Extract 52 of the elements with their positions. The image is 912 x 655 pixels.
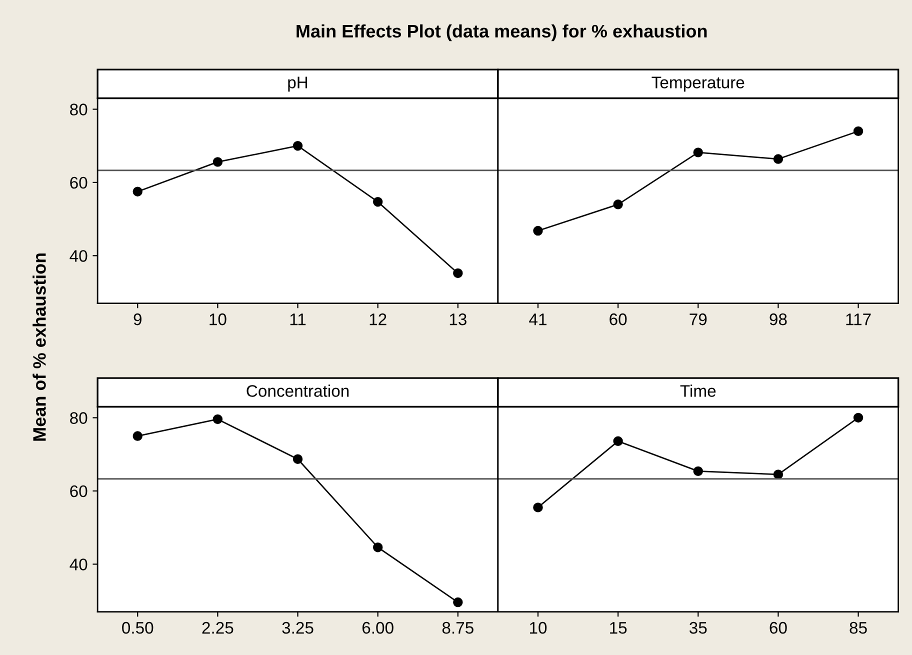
point xyxy=(132,186,142,196)
x-tick-label: 60 xyxy=(770,622,787,634)
x-tick-label: 60 xyxy=(610,313,627,326)
x-tick-label: 11 xyxy=(290,314,306,326)
y-tick-label: 40 xyxy=(70,250,88,262)
point xyxy=(533,502,543,512)
y-tick-label: 80 xyxy=(70,412,88,424)
chart-title: Temperature xyxy=(652,76,744,92)
x-tick-label: 3.25 xyxy=(282,622,314,634)
point xyxy=(292,454,303,464)
point xyxy=(533,226,543,236)
point xyxy=(372,196,383,207)
point xyxy=(212,157,223,167)
y-tick-label: 60 xyxy=(70,485,88,498)
point xyxy=(453,597,463,608)
point xyxy=(773,154,784,164)
chart-title: Concentration xyxy=(246,384,349,397)
x-tick-label: 9 xyxy=(134,313,142,326)
point xyxy=(292,140,303,151)
point xyxy=(613,200,623,210)
y-tick-label: 60 xyxy=(70,176,88,189)
point xyxy=(853,126,864,136)
text: Main Effects Plot (data means) for % exhaustion xyxy=(296,24,707,42)
x-tick-label: 35 xyxy=(690,622,707,634)
x-tick-label: 10 xyxy=(210,313,226,326)
x-tick-label: 41 xyxy=(529,314,546,326)
x-tick-label: 15 xyxy=(610,622,627,634)
point xyxy=(693,466,703,476)
point xyxy=(372,542,383,552)
x-tick-label: 12 xyxy=(370,313,386,326)
x-tick-label: 0.50 xyxy=(122,622,154,634)
x-tick-label: 79 xyxy=(690,313,707,326)
x-tick-label: 98 xyxy=(770,313,787,326)
x-tick-label: 6.00 xyxy=(362,622,394,634)
x-tick-label: 2.25 xyxy=(202,622,234,634)
point xyxy=(853,412,864,423)
y-tick-label: 40 xyxy=(70,558,88,570)
y-tick-label: 80 xyxy=(70,104,88,116)
x-tick-label: 10 xyxy=(530,622,547,634)
point xyxy=(613,436,623,446)
point xyxy=(132,431,142,441)
x-tick-label: 13 xyxy=(450,313,466,326)
chart-title: pH xyxy=(288,76,308,92)
y-axis-title: Mean of % exhaustion xyxy=(32,253,46,441)
x-tick-label: 117 xyxy=(846,314,871,326)
chart-title: Time xyxy=(680,384,716,397)
point xyxy=(453,268,463,278)
x-tick-label: 8.75 xyxy=(442,622,474,634)
x-tick-label: 85 xyxy=(850,622,867,634)
point xyxy=(212,414,223,424)
point xyxy=(693,148,703,158)
point xyxy=(773,470,784,480)
